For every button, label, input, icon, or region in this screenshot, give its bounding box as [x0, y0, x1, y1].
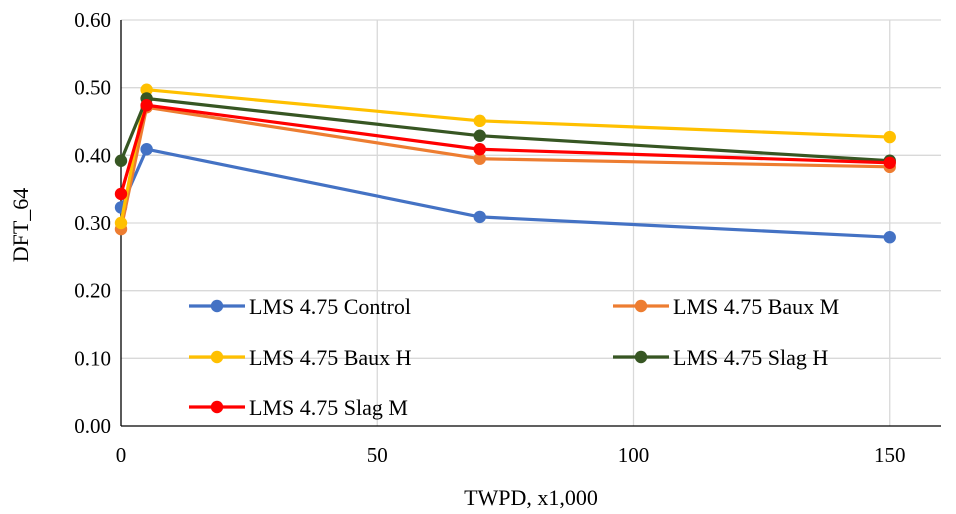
legend-item: LMS 4.75 Slag M [189, 395, 408, 420]
data-point [473, 210, 486, 224]
legend-label: LMS 4.75 Control [249, 294, 411, 319]
data-point [114, 154, 128, 167]
legend-marker [210, 350, 224, 364]
series-line [119, 96, 890, 163]
data-point [883, 231, 896, 244]
data-point [140, 143, 153, 156]
series-layer [114, 83, 896, 244]
y-tick-label: 0.50 [74, 76, 111, 100]
series-line [119, 147, 890, 239]
data-point [883, 156, 896, 169]
y-tick-label: 0.10 [74, 346, 111, 370]
legend-marker [210, 400, 224, 414]
legend-marker [634, 299, 648, 313]
data-point [473, 129, 486, 142]
y-tick-label: 0.40 [74, 143, 111, 167]
x-tick-label: 0 [116, 443, 127, 467]
data-point [140, 99, 153, 112]
data-point [114, 216, 128, 230]
series-line [119, 105, 890, 230]
legend-item: LMS 4.75 Control [189, 294, 411, 319]
y-axis-ticks: 0.00 0.10 0.20 0.30 0.40 0.50 0.60 [74, 8, 111, 438]
legend-label: LMS 4.75 Slag H [673, 345, 828, 370]
data-point [473, 152, 486, 165]
y-tick-label: 0.00 [74, 414, 111, 438]
legend-label: LMS 4.75 Baux H [249, 345, 412, 370]
legend-label: LMS 4.75 Slag M [249, 395, 408, 420]
legend-marker [210, 299, 224, 313]
series-line [119, 88, 890, 224]
x-axis-title: TWPD, x1,000 [464, 485, 598, 510]
y-tick-label: 0.30 [74, 211, 111, 235]
y-axis-title: DFT_64 [8, 188, 33, 263]
series-3 [114, 83, 896, 230]
legend: LMS 4.75 Control LMS 4.75 Baux M LMS 4.75 … [189, 294, 839, 420]
y-tick-label: 0.20 [74, 279, 111, 303]
x-tick-label: 100 [618, 443, 650, 467]
gridlines [121, 19, 941, 426]
data-point [114, 187, 128, 201]
legend-item: LMS 4.75 Slag H [613, 345, 828, 370]
legend-item: LMS 4.75 Baux H [189, 345, 412, 370]
x-tick-label: 50 [367, 443, 388, 467]
x-axis-ticks: 0 50 100 150 [116, 443, 906, 467]
x-tick-label: 150 [874, 443, 906, 467]
legend-label: LMS 4.75 Baux M [673, 294, 839, 319]
data-point [473, 143, 486, 156]
legend-marker [634, 350, 648, 364]
y-tick-label: 0.60 [74, 8, 111, 32]
series-5 [114, 99, 896, 201]
series-line [119, 103, 890, 195]
data-point [140, 83, 153, 96]
data-point [473, 114, 486, 128]
data-point [883, 130, 896, 144]
legend-item: LMS 4.75 Baux M [613, 294, 839, 319]
